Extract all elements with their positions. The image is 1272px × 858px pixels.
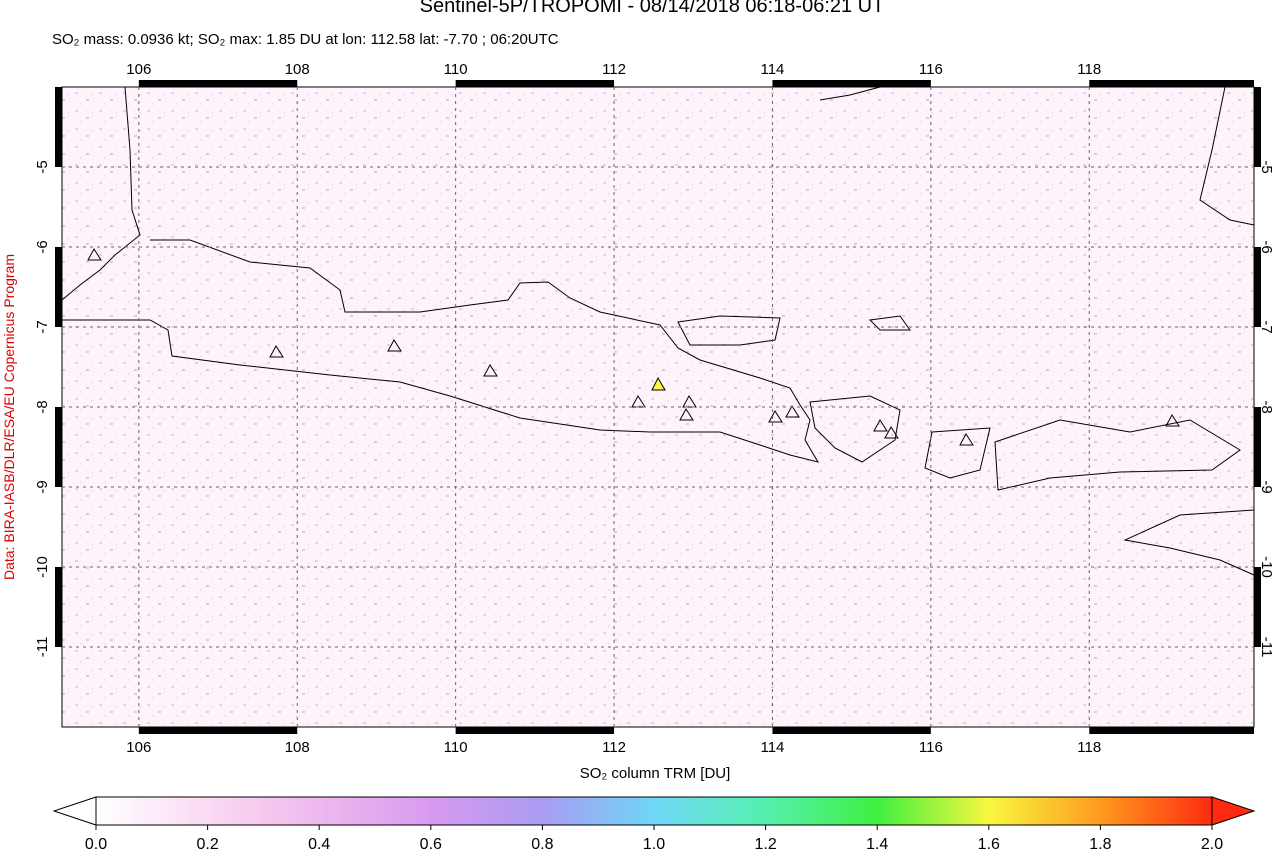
lat-tick-label: -8 [34,400,51,413]
coastline [677,315,781,346]
lon-tick-label: 110 [444,61,468,78]
colorbar-tick-label: 1.4 [866,836,888,853]
lon-tick-label: 116 [919,739,943,756]
frame-bar [55,407,62,487]
colorbar-tick-label: 1.2 [754,836,776,853]
lat-tick-label: -7 [1258,320,1272,333]
volcano [269,345,284,358]
lon-tick-label: 108 [285,61,310,78]
frame-bar [138,727,298,734]
lat-tick-label: -6 [1258,240,1272,253]
lat-tick-label: -5 [1258,160,1272,173]
colorbar-tick-label: 2.0 [1201,836,1223,853]
lat-tick-label: -10 [1258,556,1272,578]
frame-bar [1254,87,1261,167]
volcanoes [87,248,1180,446]
colorbar-tick-label: 0.6 [420,836,442,853]
coastline [809,395,901,463]
frame-bar [1089,80,1254,87]
volcano [87,248,102,261]
coastline [994,419,1241,491]
colorbar-tick-label: 0.4 [308,836,330,853]
lat-tick-label: -11 [34,637,51,658]
volcano [682,395,697,408]
colorbar-tick-label: 1.6 [978,836,1000,853]
subtitle: SO₂ mass: 0.0936 kt; SO₂ max: 1.85 DU at… [52,31,559,48]
frame-bar [1089,727,1254,734]
frame-bar [1254,567,1261,647]
coastline [924,427,991,479]
lon-tick-label: 114 [760,739,784,756]
colorbar-tick-label: 1.0 [643,836,665,853]
lon-tick-label: 118 [1077,61,1101,78]
coastline [61,86,141,301]
volcano [785,405,800,418]
lat-tick-label: -11 [1258,637,1272,658]
coastline [62,239,820,463]
lat-tick-label: -10 [34,556,51,578]
coastline [1123,509,1255,576]
lat-tick-label: -6 [34,240,51,253]
lon-tick-label: 114 [760,61,784,78]
lat-tick-label: -8 [1258,400,1272,413]
lon-tick-label: 108 [285,739,310,756]
colorbar-tick-label: 1.8 [1089,836,1111,853]
frame-bar [55,247,62,327]
frame-bar [1254,247,1261,327]
colorbar [95,796,1213,826]
colorbar-label: SO₂ column TRM [DU] [580,765,731,782]
lat-tick-label: -9 [1258,480,1272,493]
volcano [873,419,888,432]
frame-bar [55,87,62,167]
colorbar-tick-label: 0.0 [85,836,107,853]
lon-tick-label: 106 [126,61,151,78]
lat-tick-label: -7 [34,320,51,333]
title: Sentinel-5P/TROPOMI - 08/14/2018 06:18-0… [420,0,885,17]
frame-bar [455,80,615,87]
coastline [819,86,881,101]
lon-tick-label: 118 [1077,739,1101,756]
credit: Data: BIRA-IASB/DLR/ESA/EU Copernicus Pr… [1,254,17,580]
coastlines [61,86,1255,576]
lon-tick-label: 106 [126,739,151,756]
lat-tick-label: -5 [34,160,51,173]
lat-tick-label: -9 [34,480,51,493]
frame-bar [772,80,931,87]
volcano [387,339,402,352]
frame-bar [1254,407,1261,487]
colorbar-tick-label: 0.8 [531,836,553,853]
lon-tick-label: 116 [919,61,943,78]
volcano [1165,414,1180,427]
lon-tick-label: 112 [602,61,626,78]
frame-bar [55,567,62,647]
lon-tick-label: 110 [444,739,468,756]
volcano [679,408,694,421]
frame-bar [455,727,615,734]
colorbar-max-arrow [1211,796,1256,826]
lon-tick-label: 112 [602,739,626,756]
frame-bar [138,80,298,87]
volcano [959,433,974,446]
colorbar-tick-label: 0.2 [196,836,218,853]
frame-bar [772,727,931,734]
colorbar-min-arrow [52,796,97,826]
coastline [1199,86,1255,226]
volcano [651,376,666,391]
volcano [884,426,899,439]
volcano [483,364,498,377]
